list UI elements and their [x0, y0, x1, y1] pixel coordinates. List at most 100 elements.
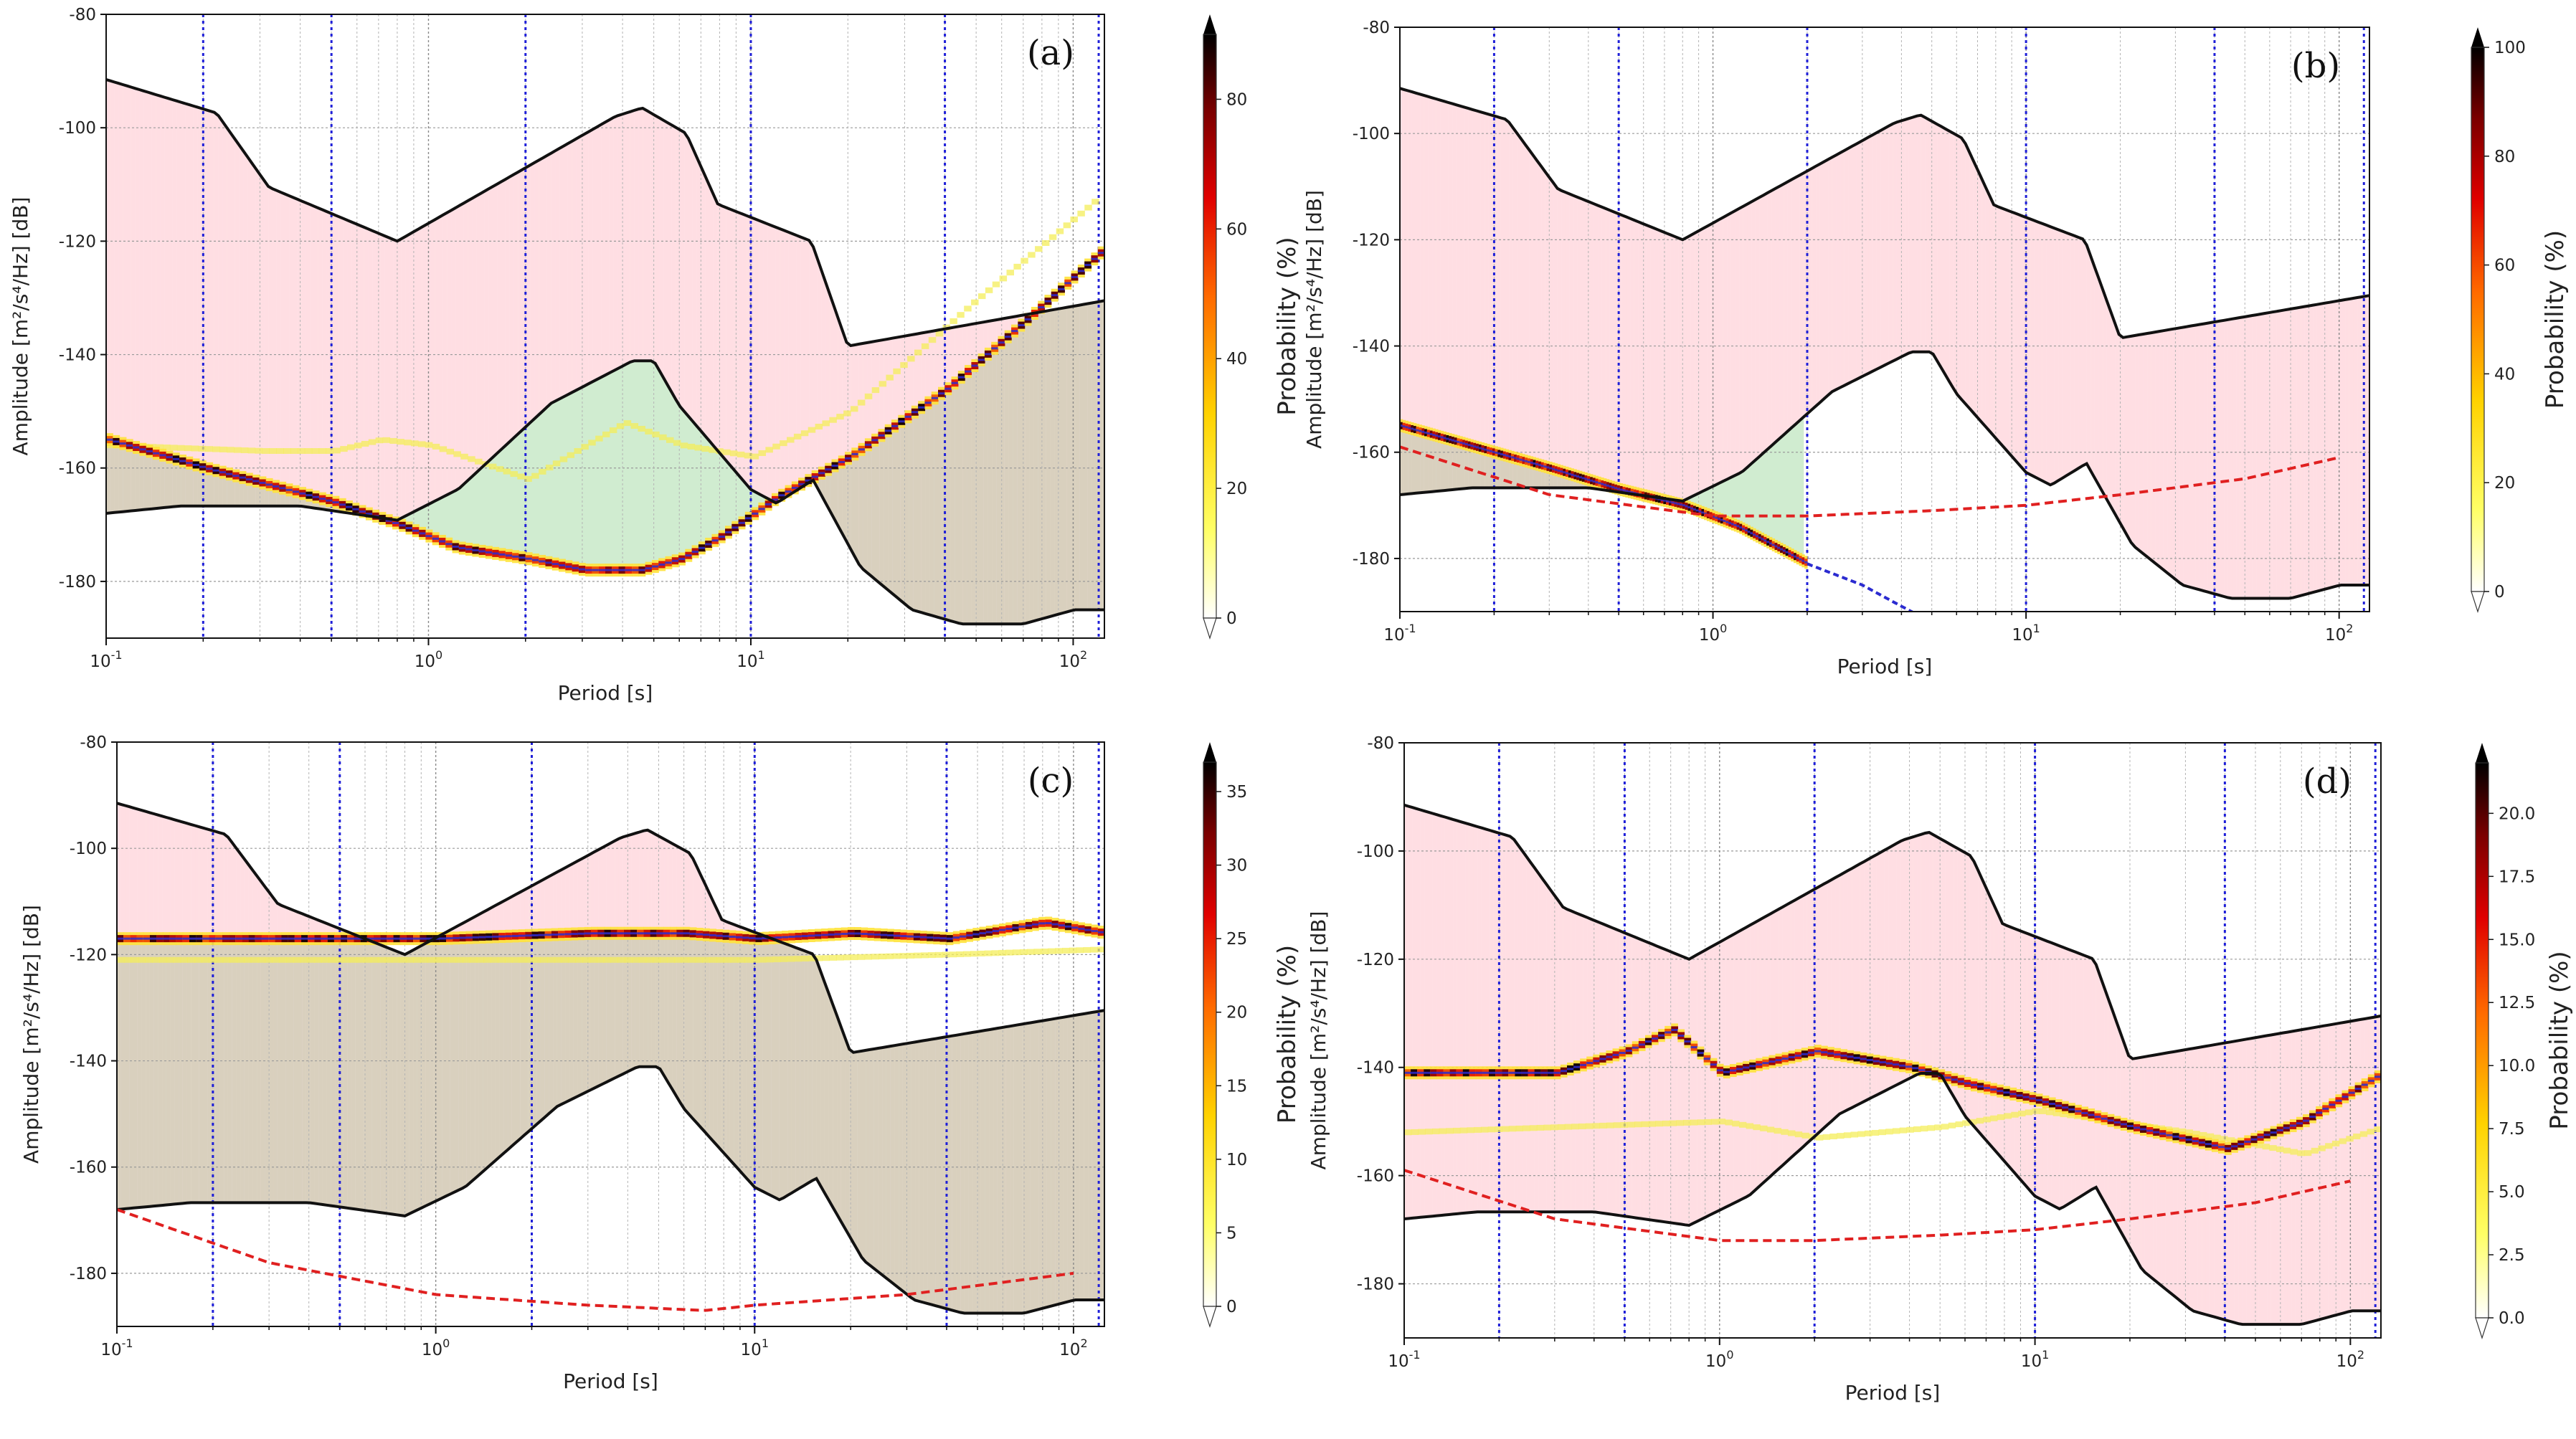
- area-below-psd: [1059, 308, 1063, 614]
- y-tick-label: -140: [1357, 1059, 1394, 1078]
- area-above-psd: [1408, 806, 1413, 1073]
- area-above-psd: [1806, 891, 1812, 1053]
- area-above-psd: [693, 858, 697, 935]
- ppsd-faint-cell: [1669, 1120, 1677, 1126]
- area-below-psd: [1066, 306, 1071, 612]
- area-below-psd: [2014, 1095, 2019, 1178]
- area-below-psd: [462, 937, 467, 1189]
- area-below-psd: [1092, 302, 1097, 610]
- ppsd-mean-cell: [1078, 927, 1086, 930]
- ppsd-mean-cell: [782, 936, 789, 939]
- ppsd-faint-cell: [602, 431, 610, 437]
- area-below-psd: [2100, 1118, 2105, 1202]
- area-below-psd: [351, 939, 356, 1210]
- area-above-psd: [1721, 939, 1726, 1073]
- area-below-psd: [127, 445, 131, 512]
- area-above-psd: [627, 834, 632, 934]
- area-above-psd: [182, 822, 187, 939]
- area-above-psd: [276, 190, 281, 489]
- ppsd-mean-cell: [412, 529, 420, 532]
- area-above-psd: [1925, 832, 1930, 1073]
- x-tick-label: 10-1: [1383, 622, 1416, 645]
- area-below-psd: [1079, 1013, 1084, 1300]
- area-above-psd: [2153, 1054, 2157, 1134]
- ppsd-faint-cell: [1746, 1123, 1754, 1129]
- area-below-psd: [1521, 460, 1525, 488]
- ppsd-mean-cell: [327, 937, 335, 940]
- area-above-psd: [2195, 324, 2200, 590]
- ppsd-faint-cell: [208, 956, 217, 963]
- area-below-psd: [1490, 1073, 1494, 1212]
- ppsd-faint-cell: [1055, 948, 1063, 954]
- area-above-psd: [813, 247, 818, 476]
- ppsd-mean-cell: [1638, 1043, 1646, 1046]
- area-below-psd: [1762, 1062, 1767, 1184]
- area-below-psd: [1488, 450, 1493, 488]
- area-above-psd: [2179, 327, 2184, 586]
- area-below-psd: [2197, 1142, 2202, 1314]
- ppsd-mean-cell: [387, 937, 394, 940]
- ppsd-mean-cell: [705, 543, 713, 546]
- area-below-psd: [425, 941, 430, 1207]
- ppsd-mean-cell: [1514, 457, 1517, 460]
- area-below-psd: [705, 934, 710, 1137]
- area-below-psd: [169, 457, 173, 508]
- area-below-psd: [932, 1038, 936, 1306]
- ppsd-mean-cell: [406, 937, 414, 940]
- ppsd-faint-cell: [389, 437, 397, 444]
- area-below-psd: [830, 464, 834, 519]
- ppsd-mean-cell: [359, 510, 366, 513]
- area-above-psd: [2120, 1032, 2125, 1126]
- ppsd-faint-cell: [184, 445, 192, 452]
- area-above-psd: [1420, 809, 1425, 1073]
- area-below-psd: [2275, 1129, 2280, 1325]
- area-above-psd: [780, 229, 785, 495]
- area-below-psd: [876, 434, 880, 584]
- area-below-psd: [1457, 1073, 1462, 1214]
- area-above-psd: [1770, 911, 1775, 1062]
- area-below-psd: [222, 472, 227, 506]
- ppsd-mean-cell: [1404, 1071, 1411, 1074]
- ppsd-mean-cell: [1456, 1071, 1464, 1074]
- area-above-psd: [257, 875, 261, 939]
- area-below-psd: [2226, 1146, 2231, 1321]
- area-above-psd: [2124, 1044, 2129, 1127]
- ppsd-faint-cell: [2046, 1109, 2054, 1116]
- ppsd-mean-cell: [1593, 1060, 1600, 1063]
- plot-content: [1404, 743, 2381, 1338]
- ppsd-mean-cell: [1565, 472, 1569, 475]
- area-above-psd: [518, 169, 522, 434]
- area-above-psd: [2181, 1050, 2186, 1140]
- area-below-psd: [1966, 1083, 1970, 1122]
- area-below-psd: [2316, 1110, 2320, 1321]
- y-tick-label: -180: [70, 1265, 107, 1283]
- ppsd-faint-cell: [342, 956, 351, 963]
- ppsd-mean-cell: [498, 553, 506, 556]
- ppsd-mean-cell: [1500, 453, 1504, 456]
- ppsd-mean-cell: [1860, 1058, 1867, 1060]
- area-above-psd: [170, 818, 175, 939]
- area-below-psd: [1567, 1068, 1571, 1212]
- ppsd-mean-cell: [825, 468, 833, 471]
- area-below-psd: [660, 933, 665, 1076]
- area-above-psd: [343, 218, 348, 508]
- ppsd-mean-cell: [1097, 931, 1104, 934]
- area-above-psd: [618, 837, 623, 934]
- area-below-psd: [899, 1044, 903, 1291]
- area-below-psd: [137, 939, 142, 1208]
- area-below-psd: [417, 945, 422, 1210]
- area-above-psd: [149, 812, 154, 939]
- ppsd-mean-cell: [2250, 1138, 2258, 1141]
- area-above-psd: [135, 88, 140, 450]
- area-above-psd: [202, 108, 207, 469]
- area-below-psd: [247, 480, 252, 506]
- ppsd-mean-cell: [1698, 510, 1702, 513]
- ppsd-mean-cell: [130, 937, 138, 940]
- ppsd-mean-cell: [1590, 479, 1594, 482]
- area-above-psd: [1686, 235, 1691, 500]
- area-below-psd: [302, 939, 306, 1203]
- ppsd-mean-cell: [1728, 521, 1732, 524]
- ppsd-faint-cell: [935, 331, 944, 337]
- area-above-psd: [1638, 222, 1642, 495]
- area-above-psd: [655, 115, 660, 371]
